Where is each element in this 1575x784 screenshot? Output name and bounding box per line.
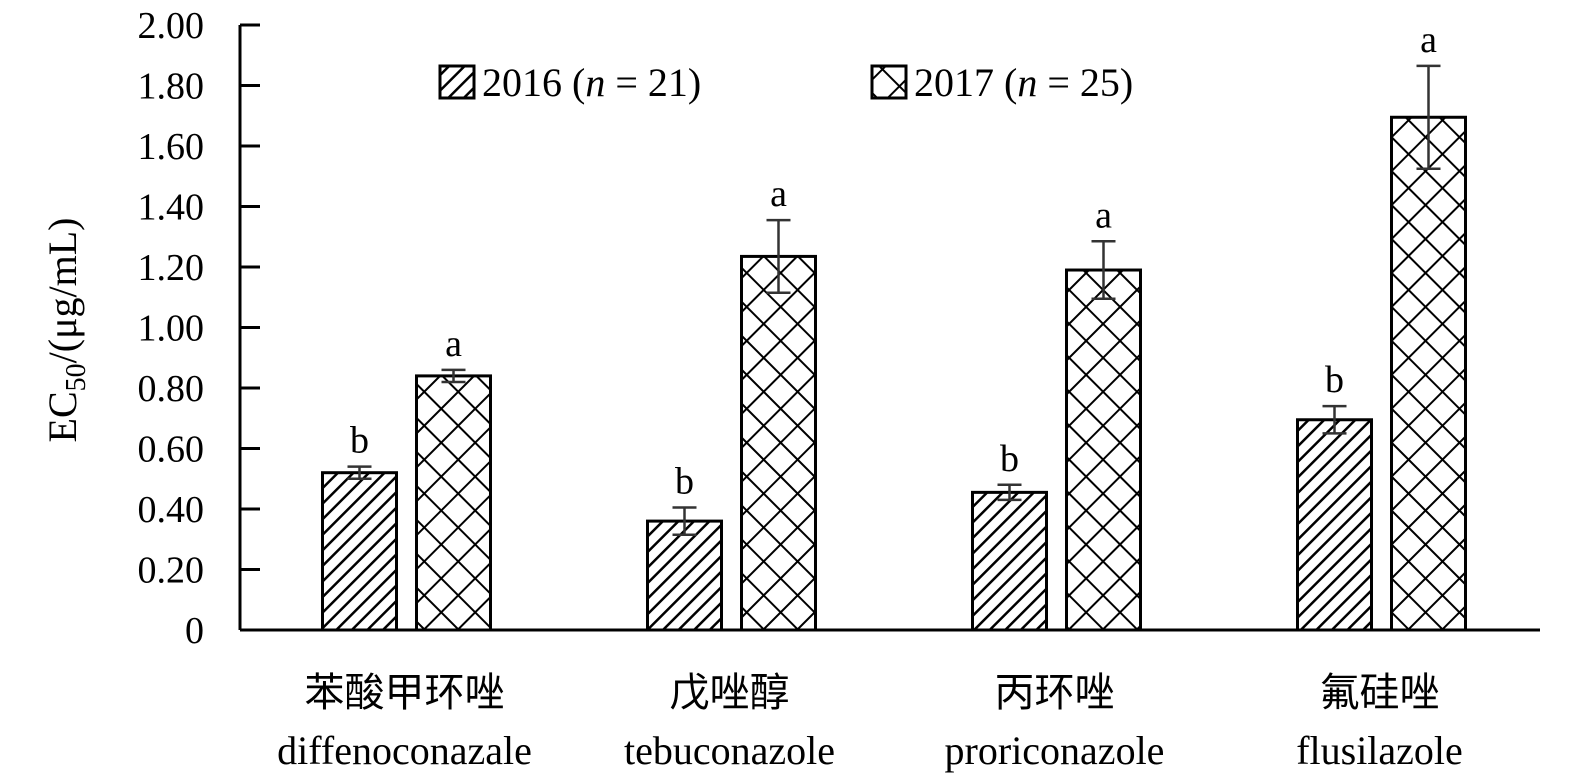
y-tick-label: 1.80 — [138, 66, 205, 108]
bar-2016-3 — [1296, 418, 1373, 632]
y-tick-label: 2.00 — [138, 5, 205, 47]
category-label-en-1: tebuconazole — [624, 728, 835, 773]
category-label-cn-2: 丙环唑 — [995, 670, 1115, 715]
significance-letter-2017-2: a — [1095, 194, 1112, 236]
y-tick-label: 0.60 — [138, 429, 205, 471]
y-axis-title: EC50/(μg/mL) — [40, 218, 92, 443]
significance-letter-2016-1: b — [675, 460, 694, 502]
significance-letters: b a b a b a b a — [350, 19, 1437, 503]
legend-label-2017: 2017 (n = 25) — [914, 60, 1133, 105]
bar-2016-1 — [646, 519, 723, 632]
y-ticks: 0 0.20 0.40 0.60 0.80 1.00 1.20 1.40 1.60 1.80 2.0… — [138, 5, 260, 652]
bars — [321, 115, 1467, 632]
significance-letter-2016-3: b — [1325, 359, 1344, 401]
bar-2017-2 — [1065, 268, 1142, 632]
legend: 2016 (n = 21) 2017 (n = 25) — [438, 60, 1133, 105]
bar-2017-3 — [1390, 115, 1467, 632]
significance-letter-2017-3: a — [1420, 19, 1437, 61]
bar-2017-0 — [415, 374, 492, 632]
bar-2016-0 — [321, 471, 398, 632]
category-label-en-2: proriconazole — [945, 728, 1165, 773]
significance-letter-2017-0: a — [445, 323, 462, 365]
significance-letter-2017-1: a — [770, 173, 787, 215]
category-label-en-0: diffenoconazale — [277, 728, 532, 773]
category-label-cn-1: 戊唑醇 — [670, 670, 790, 715]
y-tick-label: 0.80 — [138, 368, 205, 410]
category-labels: 苯酸甲环唑 diffenoconazale 戊唑醇 tebuconazole 丙环唑 pr… — [277, 670, 1463, 773]
y-tick-label: 1.60 — [138, 126, 205, 168]
significance-letter-2016-2: b — [1000, 438, 1019, 480]
legend-label-2016: 2016 (n = 21) — [482, 60, 701, 105]
category-label-en-3: flusilazole — [1296, 728, 1463, 773]
legend-swatch-2017 — [870, 64, 908, 100]
significance-letter-2016-0: b — [350, 420, 369, 462]
y-tick-label: 0.20 — [138, 550, 205, 592]
error-bars — [347, 64, 1441, 536]
y-tick-label: 1.00 — [138, 308, 205, 350]
bar-2017-1 — [740, 254, 817, 632]
category-label-cn-0: 苯酸甲环唑 — [305, 670, 505, 715]
y-tick-label: 0 — [185, 610, 204, 652]
y-tick-label: 1.20 — [138, 247, 205, 289]
y-tick-label: 0.40 — [138, 489, 205, 531]
category-label-cn-3: 氟硅唑 — [1320, 670, 1440, 715]
bar-2016-2 — [971, 490, 1048, 632]
legend-swatch-2016 — [438, 64, 476, 100]
y-tick-label: 1.40 — [138, 187, 205, 229]
